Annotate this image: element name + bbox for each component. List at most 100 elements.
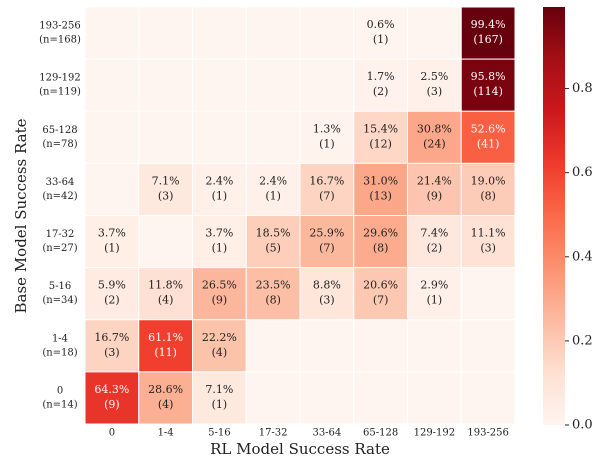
cell [192,215,247,269]
cell-count-label: (9) [212,294,228,307]
cell [138,371,193,425]
cell-value-label: 99.4% [471,18,506,31]
cell-count-label: (1) [212,242,228,255]
cell-value-label: 7.4% [420,227,448,240]
cell [245,319,301,373]
cell-count-label: (41) [477,137,500,150]
cell-count-label: (12) [369,137,392,150]
cell-count-label: (1) [265,189,281,202]
cell [245,110,301,164]
cell-count-label: (114) [473,85,503,98]
cell-count-label: (4) [212,346,228,359]
colorbar-tick-label: 0.6 [572,165,593,180]
cell [138,6,193,60]
cell [245,6,301,60]
colorbar-tick-label: 0.2 [572,333,593,348]
cell-count-label: (13) [369,189,392,202]
colorbar [543,7,565,425]
cell-count-label: (1) [104,242,120,255]
cell [299,215,355,269]
cell-count-label: (1) [212,398,228,411]
cell [84,58,140,112]
cell [407,319,462,373]
cell-value-label: 21.4% [417,174,452,187]
cell-value-label: 25.9% [309,227,344,240]
cell-value-label: 5.9% [98,279,126,292]
cell-value-label: 52.6% [471,122,506,135]
cell-count-label: (3) [158,189,174,202]
cell-value-label: 29.6% [363,227,398,240]
colorbar-tick-label: 0.4 [572,249,593,264]
cell [460,371,516,425]
cell-value-label: 1.3% [313,122,341,135]
y-tick-label: 0 [57,385,63,396]
cell-count-label: (1) [212,189,228,202]
cell-value-label: 2.5% [420,70,448,83]
cell [460,215,516,269]
y-tick-note: (n=34) [42,295,77,306]
cell [407,6,462,60]
cell-value-label: 0.6% [367,18,395,31]
x-tick-label: 129-192 [414,428,456,439]
cell-value-label: 7.1% [205,383,233,396]
cell [299,319,355,373]
cell-count-label: (11) [154,346,177,359]
cell [84,371,140,425]
y-tick-label: 129-192 [39,73,81,84]
cell-count-label: (4) [158,294,174,307]
cell-value-label: 7.1% [152,174,180,187]
cell-count-label: (24) [423,137,446,150]
cell-value-label: 26.5% [202,279,237,292]
cell [299,6,355,60]
cell-value-label: 16.7% [309,174,344,187]
cell-value-label: 18.5% [256,227,291,240]
cell [192,371,247,425]
cell-count-label: (3) [319,294,335,307]
cell-count-label: (7) [319,189,335,202]
x-tick-label: 5-16 [208,428,230,439]
cell-value-label: 11.8% [148,279,183,292]
x-tick-label: 65-128 [363,428,398,439]
x-tick-label: 1-4 [158,428,174,439]
y-tick-note: (n=168) [39,35,81,46]
cell [192,58,247,112]
cell [138,267,193,321]
cell [245,162,301,216]
cell-value-label: 2.4% [259,174,287,187]
cell [353,319,408,373]
cell-value-label: 3.7% [98,227,126,240]
cell-count-label: (3) [104,346,120,359]
cell-count-label: (2) [104,294,120,307]
y-tick-note: (n=119) [39,87,81,98]
cell-value-label: 61.1% [148,331,183,344]
cell-value-label: 2.9% [420,279,448,292]
cell-value-label: 3.7% [205,227,233,240]
cell-value-label: 2.4% [205,174,233,187]
cell [299,58,355,112]
cell [192,6,247,60]
cell [460,6,516,60]
cell [407,215,462,269]
y-tick-note: (n=27) [42,243,77,254]
cell-count-label: (167) [473,33,503,46]
cell [353,6,408,60]
y-tick-label: 65-128 [42,125,77,136]
cell [245,371,301,425]
cell [460,267,516,321]
x-tick-label: 33-64 [312,428,341,439]
cell [138,58,193,112]
y-axis-label: Base Model Success Rate [12,118,30,313]
cell-value-label: 16.7% [94,331,129,344]
cell-count-label: (4) [158,398,174,411]
x-tick-label: 193-256 [467,428,509,439]
x-tick-label: 17-32 [259,428,288,439]
cell-count-label: (9) [104,398,120,411]
y-tick-note: (n=14) [42,399,77,410]
cell [407,371,462,425]
cell-value-label: 23.5% [256,279,291,292]
y-tick-label: 33-64 [46,177,75,188]
cell [138,110,193,164]
y-tick-label: 193-256 [39,21,81,32]
cell [84,6,140,60]
